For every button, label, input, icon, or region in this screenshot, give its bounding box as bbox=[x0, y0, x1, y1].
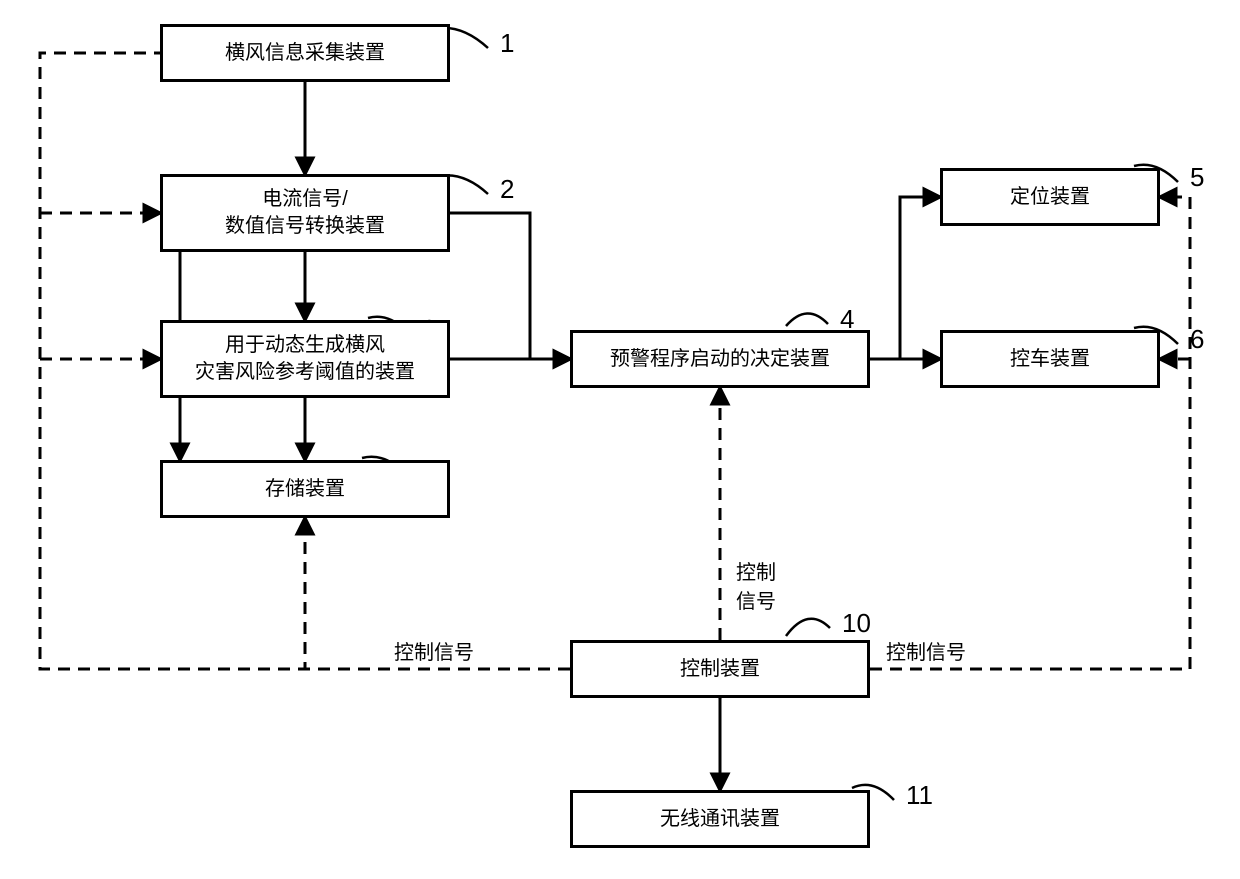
flowchart-node-n6: 控车装置 bbox=[940, 330, 1160, 388]
callout-hook-c10 bbox=[786, 619, 830, 636]
node-label: 预警程序启动的决定装置 bbox=[610, 346, 830, 373]
edge-label-lblLeft: 控制信号 bbox=[394, 636, 474, 665]
flowchart-node-n3: 用于动态生成横风 灾害风险参考阈值的装置 bbox=[160, 320, 450, 398]
flowchart-node-n5: 定位装置 bbox=[940, 168, 1160, 226]
callout-number-c2: 2 bbox=[500, 174, 514, 204]
edge-e45 bbox=[870, 197, 940, 359]
diagram-canvas: 12374561011 横风信息采集装置电流信号/ 数值信号转换装置用于动态生成… bbox=[0, 0, 1240, 879]
node-label: 存储装置 bbox=[265, 476, 345, 503]
node-label: 电流信号/ 数值信号转换装置 bbox=[225, 186, 385, 240]
flowchart-node-n11: 无线通讯装置 bbox=[570, 790, 870, 848]
node-label: 无线通讯装置 bbox=[660, 806, 780, 833]
node-label: 控车装置 bbox=[1010, 346, 1090, 373]
node-label: 控制装置 bbox=[680, 656, 760, 683]
edge-dRight bbox=[870, 197, 1190, 669]
callout-number-c11: 11 bbox=[906, 780, 933, 810]
callout-number-c6: 6 bbox=[1190, 324, 1204, 354]
node-label: 横风信息采集装置 bbox=[225, 40, 385, 67]
flowchart-node-n7: 存储装置 bbox=[160, 460, 450, 518]
callout-hook-c4 bbox=[786, 313, 828, 326]
callout-number-c1: 1 bbox=[500, 28, 514, 58]
edge-e24 bbox=[450, 213, 570, 359]
callout-number-c10: 10 bbox=[842, 608, 871, 638]
edge-label-lblMid: 控制 信号 bbox=[736, 556, 776, 614]
node-label: 用于动态生成横风 灾害风险参考阈值的装置 bbox=[195, 332, 415, 386]
flowchart-node-n1: 横风信息采集装置 bbox=[160, 24, 450, 82]
flowchart-node-n2: 电流信号/ 数值信号转换装置 bbox=[160, 174, 450, 252]
edge-label-lblRight: 控制信号 bbox=[886, 636, 966, 665]
node-label: 定位装置 bbox=[1010, 184, 1090, 211]
diagram-edges: 12374561011 bbox=[0, 0, 1240, 879]
flowchart-node-n4: 预警程序启动的决定装置 bbox=[570, 330, 870, 388]
callout-number-c5: 5 bbox=[1190, 162, 1204, 192]
flowchart-node-n10: 控制装置 bbox=[570, 640, 870, 698]
